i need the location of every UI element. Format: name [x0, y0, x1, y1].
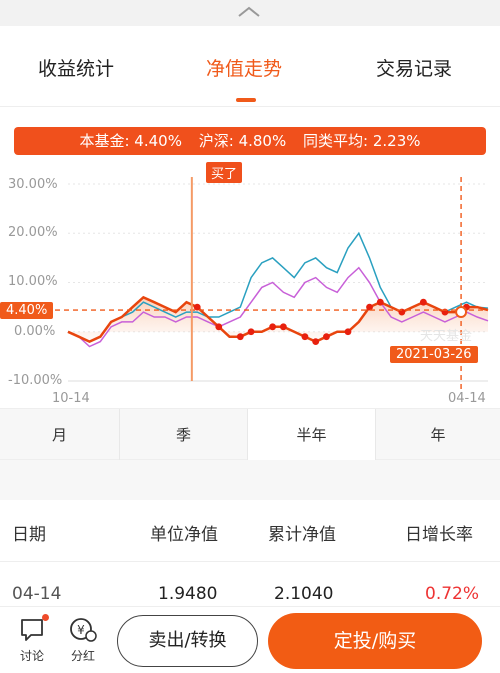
period-half-year[interactable]: 半年 — [248, 409, 376, 461]
row-acc-nav: 2.1040 — [274, 584, 334, 604]
trade-dot — [419, 298, 427, 306]
nav-table-header: 日期 单位净值 累计净值 日增长率 — [0, 500, 500, 562]
trade-dot — [301, 333, 309, 341]
trade-dot — [312, 338, 320, 345]
nav-trend-chart[interactable]: 30.00% 20.00% 10.00% 0.00% -10.00% 10-14… — [0, 157, 500, 411]
crosshair-point — [455, 306, 468, 319]
fund-return: 本基金: 4.40% — [79, 132, 182, 150]
y-tick-label: 30.00% — [8, 177, 58, 192]
trade-dot — [323, 333, 330, 341]
trade-dot — [193, 303, 201, 311]
invest-buy-button[interactable]: 定投/购买 — [268, 613, 482, 669]
panel-handle[interactable] — [0, 0, 500, 26]
period-month[interactable]: 月 — [0, 409, 120, 461]
dividend-label: 分红 — [70, 649, 95, 663]
y-tick-label: -10.00% — [8, 373, 63, 388]
peer-average-return: 同类平均: 2.23% — [303, 132, 421, 150]
discuss-label: 讨论 — [19, 649, 44, 663]
watermark: 天天基金 — [420, 329, 473, 344]
bottom-action-bar: 讨论 ¥ 分红 卖出/转换 定投/购买 — [0, 606, 500, 673]
sell-convert-button[interactable]: 卖出/转换 — [117, 615, 258, 667]
y-tick-label: 10.00% — [8, 274, 58, 289]
divider — [0, 106, 500, 107]
tab-nav-trend[interactable]: 净值走势 — [206, 58, 283, 80]
period-selector: 月 季 半年 年 — [0, 408, 500, 461]
trade-dot — [376, 298, 384, 306]
trade-dot — [344, 328, 352, 336]
chart-canvas[interactable] — [0, 157, 500, 407]
y-tick-label: 0.00% — [14, 324, 56, 339]
chevron-up-icon[interactable] — [236, 5, 262, 19]
series-line-fund — [67, 295, 489, 343]
active-tab-indicator — [236, 98, 256, 102]
trade-dot — [279, 323, 287, 331]
dividend-icon: ¥ — [70, 618, 97, 642]
col-date: 日期 — [12, 525, 46, 545]
x-end-label: 04-14 — [448, 391, 486, 406]
row-unit-nav: 1.9480 — [158, 584, 218, 604]
col-unit-nav: 单位净值 — [150, 525, 218, 545]
trade-dot — [366, 303, 373, 311]
hs300-return: 沪深: 4.80% — [198, 132, 287, 150]
trade-dot — [269, 323, 277, 331]
col-daily-change: 日增长率 — [405, 525, 473, 545]
buy-marker-tag: 买了 — [206, 162, 243, 183]
section-gap — [0, 460, 500, 500]
discuss-button[interactable]: 讨论 — [12, 617, 52, 664]
row-date: 04-14 — [12, 584, 62, 604]
fund-area — [68, 297, 488, 342]
tab-trade-records[interactable]: 交易记录 — [376, 58, 453, 80]
y-tick-label: 20.00% — [8, 225, 58, 240]
col-acc-nav: 累计净值 — [268, 525, 336, 545]
series-line-peer-average — [67, 266, 489, 348]
notification-dot — [42, 614, 49, 621]
period-quarter[interactable]: 季 — [120, 409, 248, 461]
trade-dot — [215, 323, 223, 331]
x-start-label: 10-14 — [52, 391, 90, 406]
current-value-tag: 4.40% — [0, 302, 54, 319]
period-year[interactable]: 年 — [430, 426, 446, 444]
tab-bar: 收益统计 净值走势 交易记录 — [0, 26, 500, 106]
dividend-button[interactable]: ¥ 分红 — [63, 617, 103, 664]
return-summary-banner: 本基金: 4.40% 沪深: 4.80% 同类平均: 2.23% — [14, 127, 486, 155]
trade-dot — [236, 333, 244, 341]
crosshair-date-tag: 2021-03-26 — [390, 346, 478, 363]
chat-bubble-icon — [21, 619, 43, 641]
svg-text:¥: ¥ — [77, 623, 85, 637]
row-daily-change: 0.72% — [425, 584, 480, 604]
tab-profit-stats[interactable]: 收益统计 — [38, 58, 115, 80]
trade-dot — [247, 328, 255, 336]
